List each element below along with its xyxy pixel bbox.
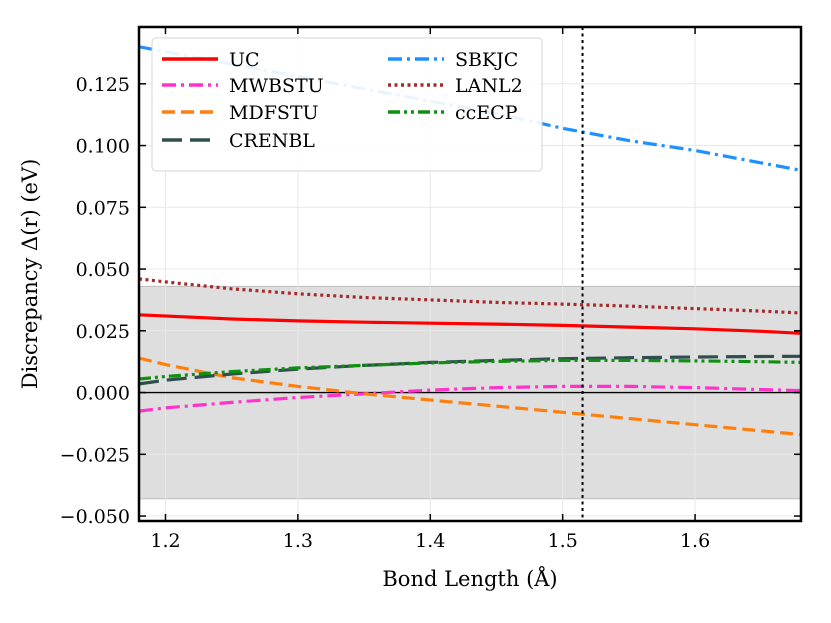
legend-label-uc: UC — [229, 49, 260, 71]
series-line-uc — [139, 313, 801, 335]
legend-label-sbkjc: SBKJC — [455, 49, 518, 71]
x-tick-label: 1.6 — [680, 530, 710, 552]
x-axis-title: Bond Length (Å) — [382, 566, 557, 591]
legend-box — [151, 37, 543, 172]
series-line-ccecp — [139, 358, 801, 381]
y-tick-label: 0.000 — [76, 383, 130, 405]
x-tick-label: 1.2 — [150, 530, 180, 552]
series-line-mdfstu — [139, 356, 801, 437]
legend-label-mdfstu: MDFSTU — [229, 102, 319, 124]
x-tick-label: 1.4 — [415, 530, 445, 552]
legend-label-ccecp: ccECP — [455, 102, 518, 124]
plot-frame — [137, 25, 803, 523]
y-tick-label: 0.075 — [76, 197, 130, 219]
y-tick-label: 0.050 — [76, 259, 130, 281]
series-line-lanl2 — [139, 277, 801, 315]
y-tick-label: 0.100 — [76, 136, 130, 158]
x-tick-label: 1.3 — [283, 530, 313, 552]
legend-label-lanl2: LANL2 — [455, 75, 523, 97]
y-tick-label: −0.025 — [60, 444, 130, 466]
y-axis-title: Discrepancy Δ(r) (eV) — [18, 159, 42, 390]
legend-label-mwbstu: MWBSTU — [229, 75, 324, 97]
x-tick-label: 1.5 — [548, 530, 578, 552]
series-line-mwbstu — [139, 384, 801, 413]
y-tick-label: −0.050 — [60, 506, 130, 528]
legend-label-crenbl: CRENBL — [229, 130, 315, 152]
y-tick-label: 0.025 — [76, 321, 130, 343]
y-tick-label: 0.125 — [76, 74, 130, 96]
